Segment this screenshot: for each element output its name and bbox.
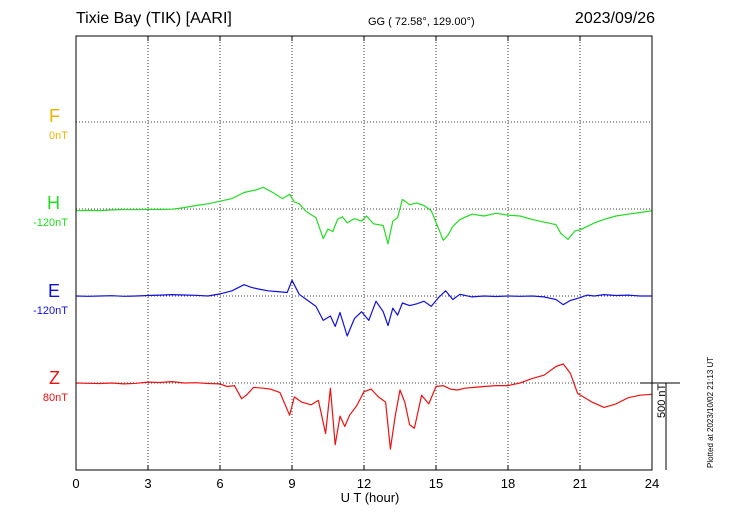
x-tick-label: 0 xyxy=(72,476,79,491)
channel-f-offset: 0nT xyxy=(49,130,68,142)
channel-z-label: Z xyxy=(49,368,60,388)
x-tick-label: 6 xyxy=(216,476,223,491)
series-z-line xyxy=(75,363,653,450)
x-tick-label: 18 xyxy=(501,476,515,491)
series-h-line xyxy=(75,186,653,245)
channel-e-label: E xyxy=(47,281,60,301)
channel-h-offset: -120nT xyxy=(33,217,68,229)
scale-bar xyxy=(640,382,680,470)
plotted-timestamp: Plotted at 2023/10/02 21:13 UT xyxy=(706,356,715,468)
x-axis-title: U T (hour) xyxy=(340,490,400,505)
channel-h-label: H xyxy=(47,193,60,213)
x-tick-label: 3 xyxy=(144,476,151,491)
x-tick-label: 9 xyxy=(288,476,295,491)
scale-bar-label: 500 nT xyxy=(656,383,668,418)
series-layer xyxy=(75,186,653,450)
x-axis: 0 3 6 9 12 15 18 21 24 xyxy=(72,36,659,491)
series-e-line xyxy=(75,279,652,337)
x-tick-label: 15 xyxy=(429,476,443,491)
station-coordinates: GG ( 72.58°, 129.00°) xyxy=(368,16,475,28)
x-tick-label: 24 xyxy=(645,476,659,491)
x-tick-label: 12 xyxy=(357,476,371,491)
channel-f-label: F xyxy=(49,106,60,126)
x-tick-label: 21 xyxy=(573,476,587,491)
grid xyxy=(76,36,652,470)
channel-z-offset: 80nT xyxy=(42,392,68,404)
station-title: Tixie Bay (TIK) [AARI] xyxy=(76,10,232,27)
channel-e-offset: -120nT xyxy=(33,305,68,317)
plot-date: 2023/09/26 xyxy=(574,10,655,27)
